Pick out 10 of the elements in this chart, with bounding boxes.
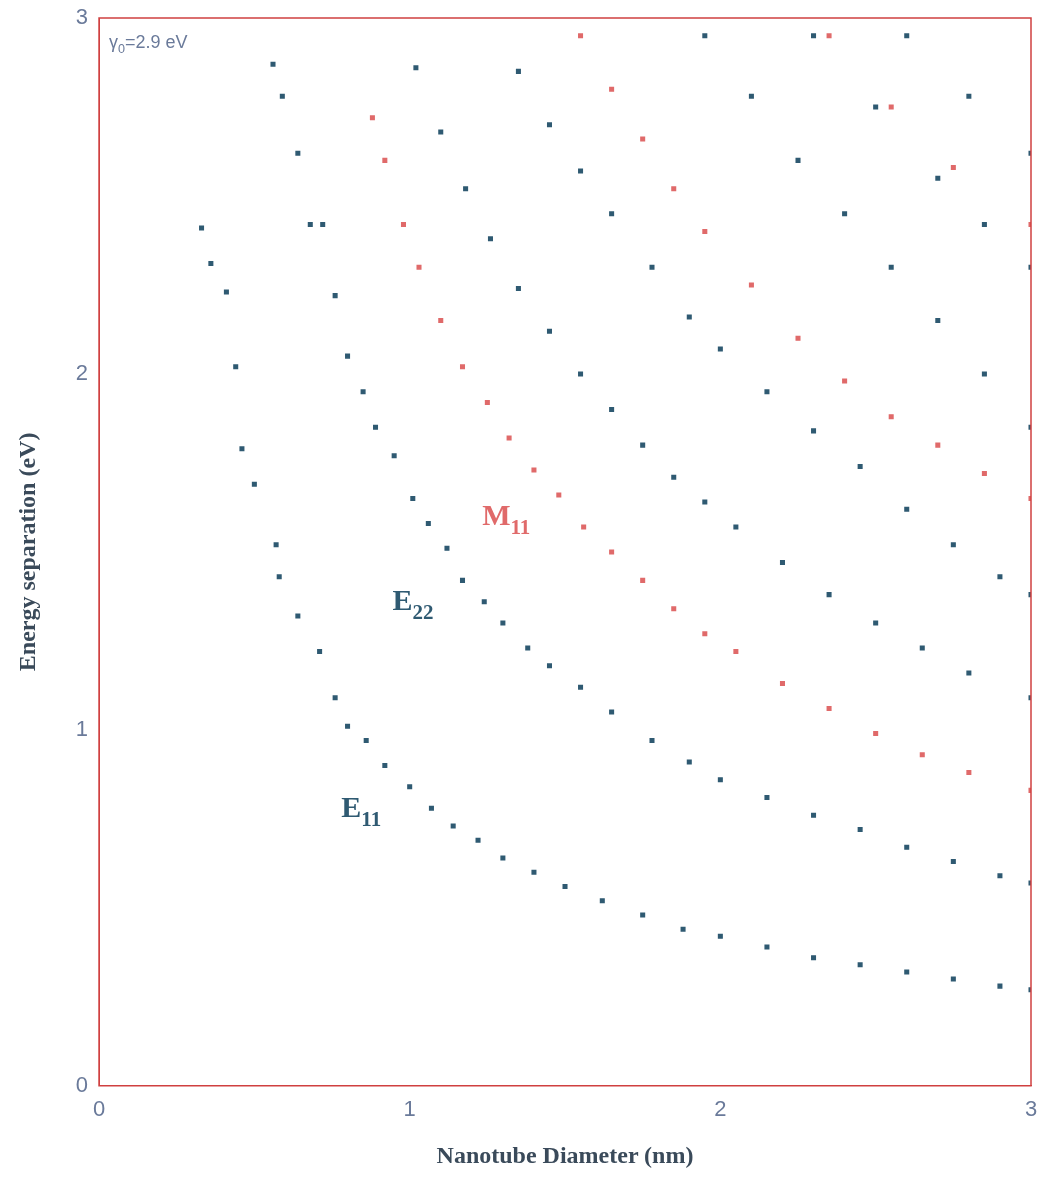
x-tick-label: 1 [403,1096,416,1122]
x-axis-title: Nanotube Diameter (nm) [436,1141,694,1168]
y-tick-label: 2 [75,360,89,385]
x-tick-label: 2 [714,1096,727,1122]
y-axis-title: Energy separation (eV) [13,432,40,672]
y-tick-label: 1 [75,715,89,741]
y-tick-label: 0 [75,1071,89,1097]
y-tick-label: 3 [75,4,89,30]
x-tick-label: 3 [1024,1096,1038,1122]
x-tick-label: 0 [92,1096,106,1122]
